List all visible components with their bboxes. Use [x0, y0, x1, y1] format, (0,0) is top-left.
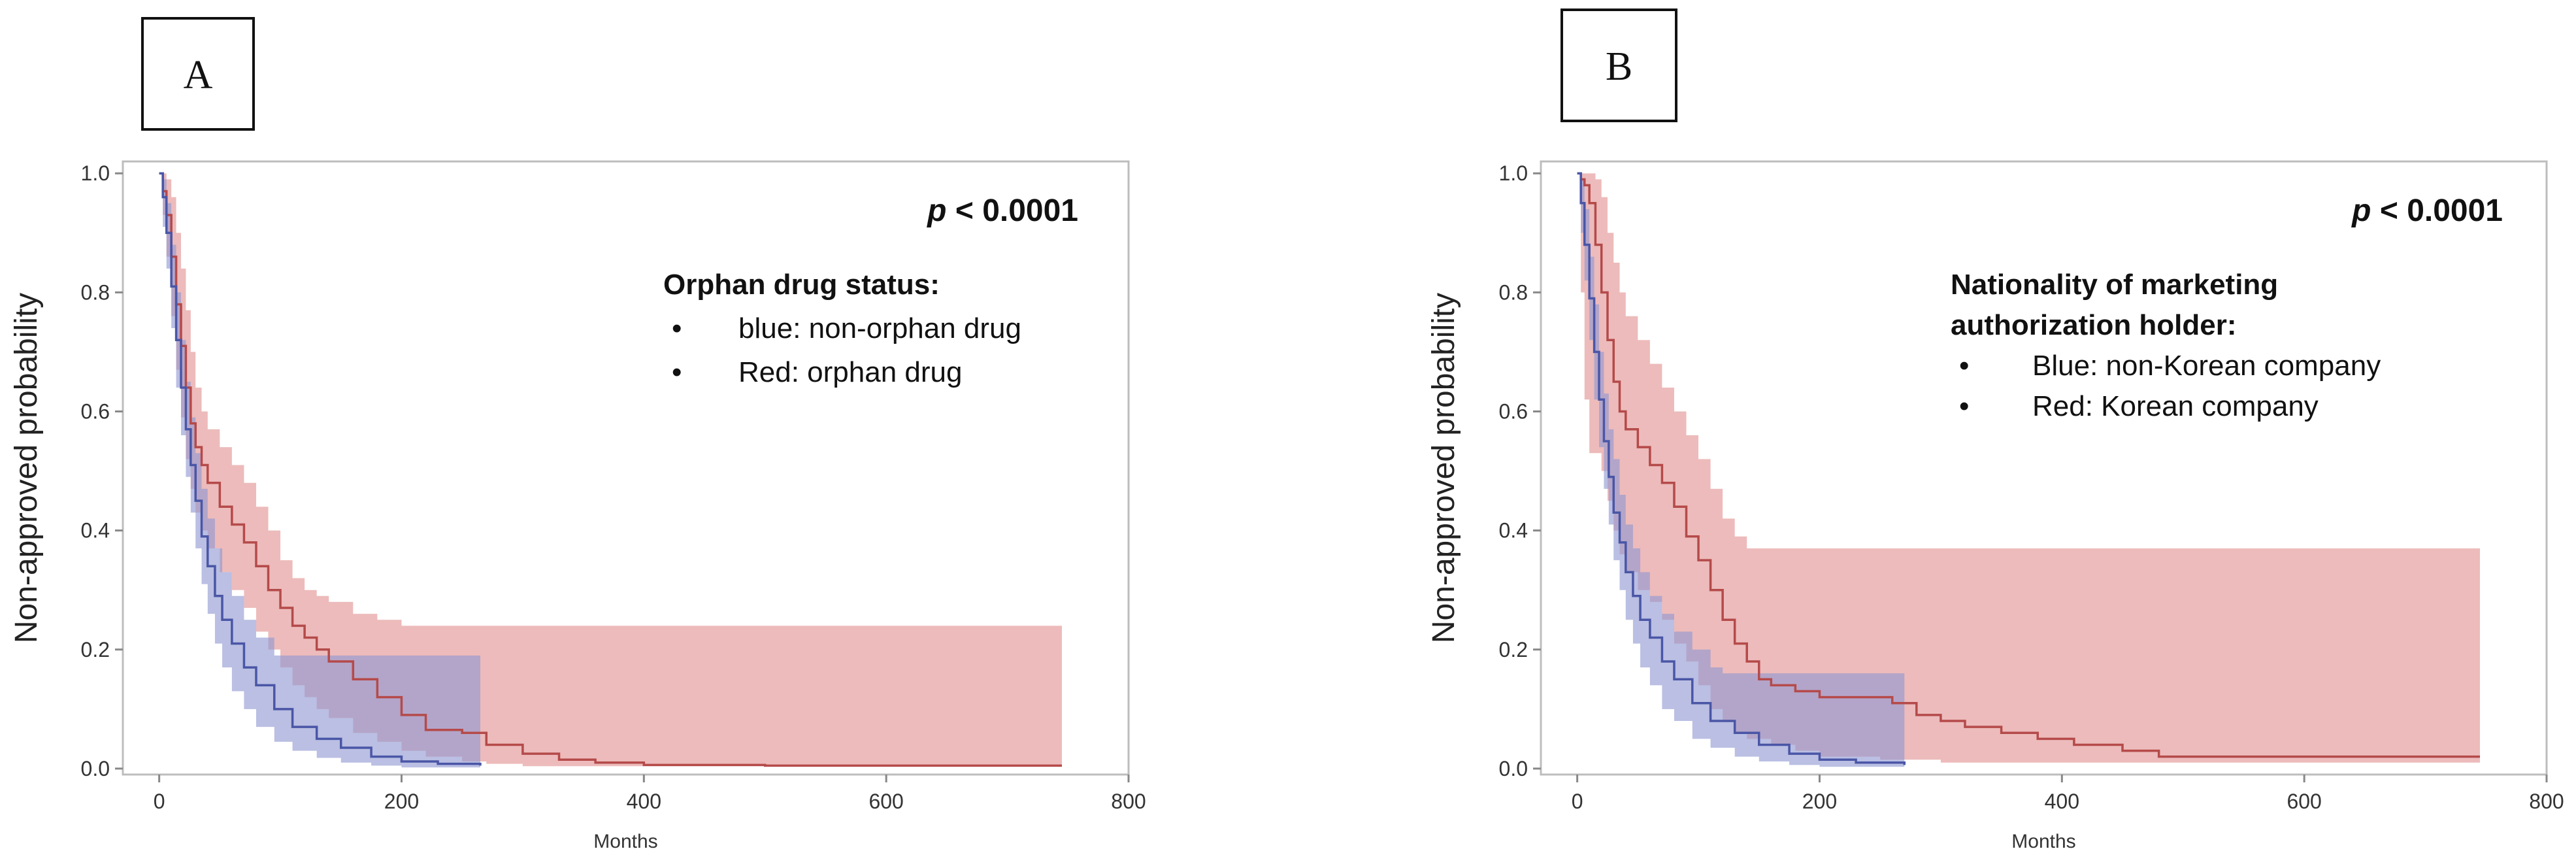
legend-entry: blue: non-orphan drug — [738, 312, 1021, 344]
y-tick-label: 0.2 — [81, 638, 110, 661]
legend-bullet: • — [1959, 390, 1969, 422]
x-tick-label: 0 — [1572, 790, 1583, 813]
plot-area — [1577, 172, 2481, 769]
survival-line-red — [159, 172, 1063, 767]
chart-panel-a: A 0.0 0.2 0.4 0.6 0.8 1.0 0 200 400 600 800 Months No… — [9, 17, 1146, 852]
survival-line-blue — [159, 172, 482, 766]
confidence-band-blue — [1577, 173, 1905, 769]
legend-title: authorization holder: — [1951, 309, 2237, 341]
x-tick-label: 800 — [1111, 790, 1146, 813]
p-value-text: < 0.0001 — [946, 193, 1078, 228]
plot-frame — [122, 160, 1130, 776]
legend-bullet: • — [672, 312, 682, 344]
x-tick-label: 200 — [1802, 790, 1837, 813]
confidence-band-blue — [159, 173, 480, 769]
x-tick-label: 400 — [2045, 790, 2079, 813]
y-tick-label: 0.0 — [81, 757, 110, 780]
y-tick-label: 0.0 — [1499, 757, 1528, 780]
y-tick-label: 1.0 — [81, 161, 110, 185]
y-tick-label: 0.2 — [1499, 638, 1528, 661]
legend-title: Nationality of marketing — [1951, 269, 2278, 301]
y-axis-title: Non-approved probability — [9, 293, 44, 643]
panel-label: B — [1606, 44, 1632, 89]
p-value-annotation: p < 0.0001 — [926, 193, 1078, 228]
y-tick-label: 1.0 — [1499, 161, 1528, 185]
p-value-annotation: p < 0.0001 — [2351, 193, 2503, 228]
y-tick-label: 0.4 — [81, 519, 110, 542]
y-tick-label: 0.6 — [1499, 399, 1528, 423]
confidence-band-red — [159, 173, 1063, 769]
legend-entry: Blue: non-Korean company — [2032, 350, 2381, 382]
plot-area — [159, 172, 1063, 769]
survival-line-blue — [1577, 172, 1906, 765]
legend-entry: Red: Korean company — [2032, 390, 2319, 422]
panel-label-box — [1560, 8, 1677, 122]
x-tick-label: 800 — [2529, 790, 2564, 813]
x-tick-label: 400 — [627, 790, 661, 813]
chart-panel-b: B 0.0 0.2 0.4 0.6 0.8 1.0 0 200 400 600 800 Months No… — [1427, 8, 2564, 852]
legend-bullet: • — [672, 356, 682, 388]
y-tick-label: 0.8 — [1499, 280, 1528, 304]
legend: Nationality of marketing authorization ho… — [1951, 269, 2381, 422]
p-value-symbol: p — [2351, 193, 2371, 228]
plot-frame — [1540, 160, 2548, 776]
y-axis-title: Non-approved probability — [1427, 293, 1461, 643]
confidence-band-red — [1577, 173, 2481, 769]
panel-label-box — [141, 17, 255, 131]
x-tick-label: 200 — [384, 790, 419, 813]
survival-line-red — [1577, 172, 2481, 758]
legend: Orphan drug status: • blue: non-orphan dru… — [663, 269, 1021, 388]
p-value-symbol: p — [926, 193, 946, 228]
y-tick-label: 0.6 — [81, 399, 110, 423]
legend-bullet: • — [1959, 350, 1969, 382]
x-tick-label: 0 — [154, 790, 165, 813]
panel-label: A — [184, 53, 213, 97]
legend-entry: Red: orphan drug — [738, 356, 962, 388]
x-tick-label: 600 — [868, 790, 903, 813]
x-axis-title: Months — [2011, 831, 2075, 852]
x-axis-title: Months — [593, 831, 657, 852]
y-tick-label: 0.4 — [1499, 519, 1528, 542]
p-value-text: < 0.0001 — [2371, 193, 2503, 228]
x-tick-label: 600 — [2287, 790, 2321, 813]
y-tick-label: 0.8 — [81, 280, 110, 304]
legend-title: Orphan drug status: — [663, 269, 940, 301]
